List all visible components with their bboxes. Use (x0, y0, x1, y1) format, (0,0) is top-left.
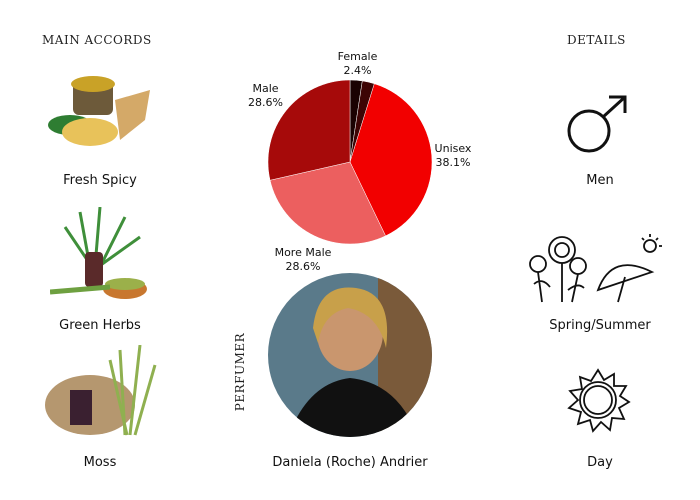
slice-label-male: Male 28.6% (248, 82, 283, 109)
slice-label-unisex: Unisex 38.1% (434, 142, 472, 169)
perfumer-name[interactable]: Daniela (Roche) Andrier (272, 455, 428, 470)
male-symbol-icon (567, 95, 627, 153)
accord-label: Green Herbs (59, 318, 141, 333)
detail-label-season: Spring/Summer (549, 318, 651, 333)
detail-label-time: Day (587, 455, 613, 470)
accord-label: Fresh Spicy (63, 173, 137, 188)
accord-label: Moss (83, 455, 117, 470)
pie-slice-more-male (269, 161, 386, 245)
slice-label-female: Female 2.4% (337, 50, 378, 77)
detail-label-gender: Men (586, 173, 614, 188)
details-title: DETAILS (567, 33, 626, 47)
pie-slice-unisex (349, 83, 433, 237)
sun-icon (567, 368, 631, 433)
moss-image (45, 345, 157, 436)
slice-label-more-male: More Male 28.6% (274, 246, 332, 273)
flowers-umbrella-icon (529, 234, 662, 303)
fresh-spicy-image (48, 76, 150, 146)
gender-pie-chart (267, 79, 433, 245)
main-accords-title: MAIN ACCORDS (42, 33, 152, 47)
green-herbs-image (50, 207, 147, 299)
pie-slice-male (267, 79, 351, 181)
perfumer-title: PERFUMER (233, 332, 247, 412)
perfumer-photo[interactable] (268, 273, 432, 437)
